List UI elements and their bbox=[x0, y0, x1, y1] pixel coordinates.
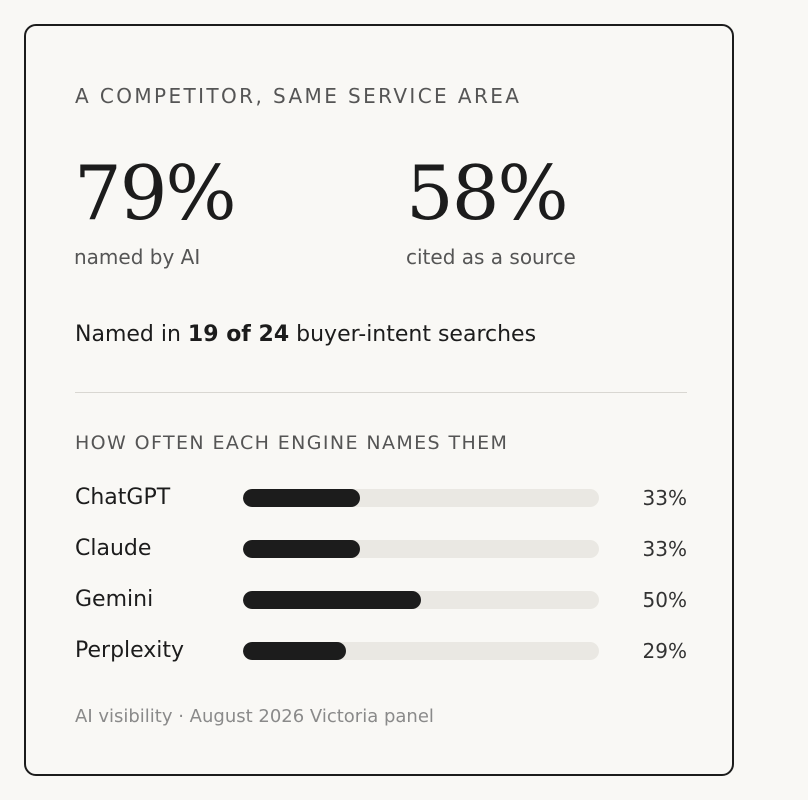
engine-row-chatgpt: ChatGPT 33% bbox=[75, 482, 687, 533]
engine-bar-track bbox=[243, 591, 599, 609]
stat-cited-as-source: 58% cited as a source bbox=[406, 148, 576, 269]
summary-highlight: 19 of 24 bbox=[187, 322, 290, 347]
engine-list: ChatGPT 33% Claude 33% Gemini 50% Perple… bbox=[75, 482, 687, 686]
engine-bar-fill bbox=[243, 642, 347, 660]
card-eyebrow: A COMPETITOR, SAME SERVICE AREA bbox=[75, 84, 522, 108]
stat-label: cited as a source bbox=[406, 245, 576, 269]
engine-bar-fill bbox=[243, 540, 361, 558]
competitor-card: A COMPETITOR, SAME SERVICE AREA 79% name… bbox=[24, 24, 734, 776]
engine-name: ChatGPT bbox=[75, 485, 171, 510]
engine-row-perplexity: Perplexity 29% bbox=[75, 635, 687, 686]
engine-name: Perplexity bbox=[75, 638, 185, 663]
engine-percent: 29% bbox=[642, 639, 687, 663]
section-title: HOW OFTEN EACH ENGINE NAMES THEM bbox=[75, 432, 509, 454]
engine-bar-track bbox=[243, 540, 599, 558]
summary-line: Named in 19 of 24 buyer-intent searches bbox=[75, 321, 536, 349]
engine-bar-track bbox=[243, 489, 599, 507]
stat-label: named by AI bbox=[74, 245, 201, 269]
engine-row-claude: Claude 33% bbox=[75, 533, 687, 584]
stat-value: 79% bbox=[74, 149, 237, 237]
divider bbox=[75, 392, 687, 393]
engine-percent: 33% bbox=[642, 486, 687, 510]
engine-row-gemini: Gemini 50% bbox=[75, 584, 687, 635]
engine-bar-track bbox=[243, 642, 599, 660]
engine-percent: 50% bbox=[642, 588, 687, 612]
engine-percent: 33% bbox=[642, 537, 687, 561]
engine-bar-fill bbox=[243, 591, 421, 609]
footer-note: AI visibility · August 2026 Victoria pan… bbox=[75, 706, 434, 727]
engine-name: Gemini bbox=[75, 587, 154, 612]
stat-named-by-ai: 79% named by AI bbox=[74, 148, 237, 269]
summary-suffix: buyer-intent searches bbox=[289, 322, 537, 347]
stat-value: 58% bbox=[406, 149, 569, 237]
summary-prefix: Named in bbox=[75, 322, 188, 347]
engine-bar-fill bbox=[243, 489, 361, 507]
engine-name: Claude bbox=[75, 536, 152, 561]
